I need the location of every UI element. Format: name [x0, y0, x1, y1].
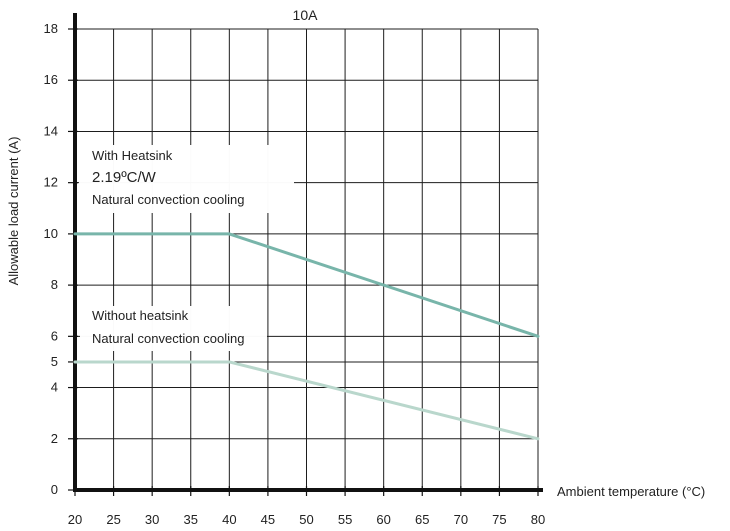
x-tick-label-70: 70 [454, 512, 468, 527]
y-tick-label-18: 18 [44, 21, 58, 36]
y-tick-label-16: 16 [44, 72, 58, 87]
y-tick-label-2: 2 [51, 431, 58, 446]
annotation-box-1 [79, 145, 294, 213]
x-tick-label-55: 55 [338, 512, 352, 527]
x-tick-label-35: 35 [184, 512, 198, 527]
annotation-1-line-3: Natural convection cooling [92, 192, 244, 207]
y-tick-label-12: 12 [44, 175, 58, 190]
y-axis-label: Allowable load current (A) [6, 137, 21, 286]
grid-layer [75, 28, 539, 490]
chart-title: 10A [293, 7, 319, 23]
y-tick-label-5: 5 [51, 354, 58, 369]
series-layer [73, 232, 540, 441]
x-tick-label-20: 20 [68, 512, 82, 527]
y-tick-label-6: 6 [51, 328, 58, 343]
annotation-2-line-1: Without heatsink [92, 308, 189, 323]
annotation-2-line-2: Natural convection cooling [92, 331, 244, 346]
x-tick-label-30: 30 [145, 512, 159, 527]
y-tick-label-10: 10 [44, 226, 58, 241]
series-line-2 [73, 360, 540, 441]
x-tick-label-65: 65 [415, 512, 429, 527]
y-tick-label-8: 8 [51, 277, 58, 292]
annotation-layer: With Heatsink 2.19ºC/W Natural convection … [79, 145, 294, 351]
series-line-1 [73, 232, 540, 338]
x-tick-label-60: 60 [376, 512, 390, 527]
x-axis-label: Ambient temperature (°C) [557, 484, 705, 499]
annotation-1-line-2: 2.19ºC/W [92, 169, 157, 186]
x-tick-label-40: 40 [222, 512, 236, 527]
x-tick-label-25: 25 [106, 512, 120, 527]
x-tick-label-80: 80 [531, 512, 545, 527]
tick-layer: 20 25 30 35 40 45 50 55 60 65 70 75 8002456810121416… [44, 21, 546, 527]
annotation-group-2: Without heatsink Natural convection cooli… [92, 308, 244, 346]
y-tick-label-14: 14 [44, 123, 58, 138]
annotation-1-line-1: With Heatsink [92, 148, 173, 163]
x-tick-label-45: 45 [261, 512, 275, 527]
annotation-box-2 [80, 306, 267, 351]
axis-layer [73, 13, 543, 492]
x-tick-label-75: 75 [492, 512, 506, 527]
y-tick-label-4: 4 [51, 380, 58, 395]
x-tick-label-50: 50 [299, 512, 313, 527]
annotation-group-1: With Heatsink 2.19ºC/W Natural convection … [92, 148, 244, 207]
y-tick-label-0: 0 [51, 482, 58, 497]
